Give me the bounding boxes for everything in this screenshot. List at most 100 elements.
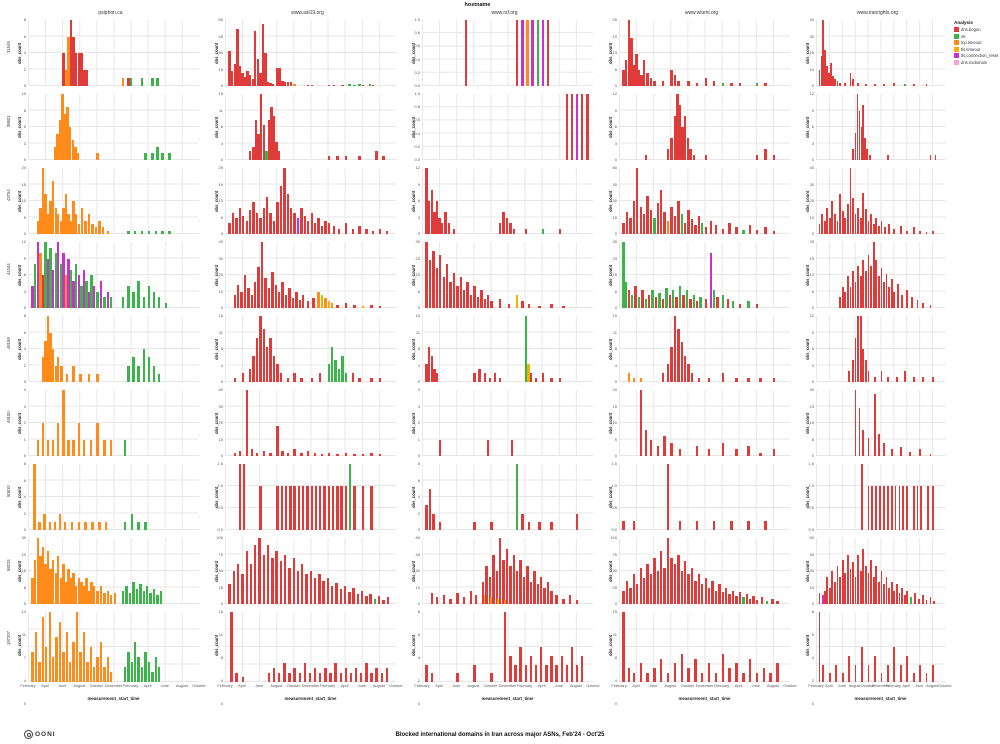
bar <box>883 281 885 308</box>
y-tick-label: 8 <box>811 436 814 442</box>
bar <box>695 301 699 308</box>
y-tick-label: 15 <box>612 609 617 614</box>
bar <box>51 560 55 604</box>
plot-wrap <box>816 168 945 234</box>
bar <box>318 574 321 604</box>
bar <box>680 214 683 234</box>
bar <box>44 242 47 308</box>
x-tick-label: June <box>649 684 658 688</box>
x-tick-label: June <box>915 684 924 688</box>
plot-wrap <box>28 390 199 456</box>
y-tick-label: 15 <box>612 214 617 220</box>
bar <box>324 668 327 682</box>
bar <box>72 36 75 86</box>
y-tick-label: 0 <box>220 157 223 162</box>
bar <box>55 637 58 682</box>
bar <box>839 82 842 86</box>
bar <box>893 82 896 86</box>
bar <box>772 377 776 382</box>
bar <box>867 220 870 234</box>
bar <box>649 574 653 604</box>
bar <box>550 303 553 308</box>
legend-title: Analysis <box>954 20 973 25</box>
bar <box>275 551 278 604</box>
bar <box>529 655 533 682</box>
bar <box>488 377 492 382</box>
bar <box>666 672 670 682</box>
y-tick-label: 0.2 <box>414 69 420 75</box>
bar <box>168 230 171 234</box>
bar <box>527 364 530 382</box>
bar <box>75 612 79 682</box>
bar <box>168 153 171 160</box>
bar <box>157 667 161 682</box>
bar <box>65 632 68 682</box>
bar <box>368 83 372 86</box>
bar <box>281 281 284 308</box>
bar <box>725 587 728 604</box>
bar <box>77 53 80 86</box>
bar <box>880 268 883 308</box>
bar <box>755 154 759 160</box>
y-tick-label: 15 <box>21 181 26 187</box>
bar <box>248 151 252 160</box>
y-axis-title: obs_count <box>603 94 613 160</box>
bar <box>64 194 68 234</box>
bar <box>639 377 642 382</box>
plot-panel <box>28 316 199 382</box>
bar <box>481 582 485 604</box>
bar <box>334 360 337 382</box>
plot-wrap: February April June August October December Fe… <box>20 612 206 704</box>
bar <box>329 672 332 682</box>
plot-panel <box>422 242 593 308</box>
bar <box>776 601 779 604</box>
bar <box>512 228 516 234</box>
y-tick-label: 0.0 <box>611 527 617 532</box>
bar <box>439 255 442 308</box>
y-tick-label: 11 <box>612 329 617 335</box>
y-tick-label: 0 <box>614 601 617 606</box>
bar <box>378 596 381 604</box>
y-tick-label: 1.5 <box>808 461 814 466</box>
bar <box>142 349 145 382</box>
facet-row-label-rail: 197207 <box>0 612 12 704</box>
bar <box>64 69 68 86</box>
x-axis-ticks: February April June August October December Fe… <box>611 682 796 696</box>
bar <box>459 277 462 308</box>
bar <box>558 228 562 234</box>
bar <box>483 595 486 604</box>
bar <box>306 486 309 530</box>
bar <box>505 549 509 604</box>
y-tick-label: 8 <box>23 584 26 590</box>
bar <box>509 223 512 234</box>
bar <box>144 521 147 530</box>
y-tick-label: 0.0 <box>414 157 420 162</box>
bar <box>320 454 324 456</box>
bar <box>895 376 898 382</box>
bar <box>822 595 825 604</box>
bar <box>41 617 45 682</box>
bar <box>569 595 572 604</box>
bar <box>886 376 889 382</box>
bar <box>152 365 156 382</box>
bar <box>283 663 286 682</box>
bar <box>259 486 262 530</box>
bar <box>62 207 65 234</box>
y-tick-label: 6 <box>614 66 617 72</box>
y-tick-label: 10 <box>809 66 814 72</box>
bar <box>516 20 519 86</box>
bar <box>624 281 628 308</box>
bar <box>760 597 764 604</box>
facet-row: 48159 obs_count 0 2 4 6 8 obs_count 0 4 8 11 15 obs_c… <box>0 314 1000 384</box>
bar <box>57 214 60 234</box>
bar <box>929 305 932 308</box>
bar <box>823 220 826 234</box>
x-tick-label: April <box>537 684 546 688</box>
bar <box>103 593 106 604</box>
bar <box>340 486 343 530</box>
bar <box>473 664 476 682</box>
bar <box>516 464 519 530</box>
y-tick-label: 0 <box>23 453 26 458</box>
bar <box>713 521 716 530</box>
y-tick-label: 4 <box>23 346 26 351</box>
